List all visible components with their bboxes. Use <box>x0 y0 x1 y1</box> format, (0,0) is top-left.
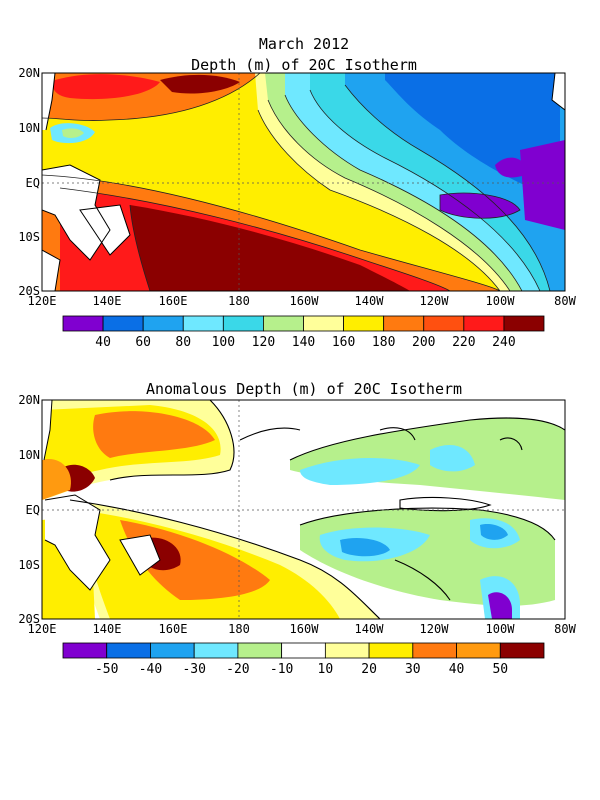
panel2-lat-10n: 10N <box>18 448 40 462</box>
panel2-colorbar-swatch <box>368 642 414 659</box>
panel1-colorbar-label: 140 <box>292 335 315 350</box>
panel1-lat-20n: 20N <box>18 66 40 80</box>
panel2-lat-20n: 20N <box>18 393 40 407</box>
panel1-colorbar-swatch <box>263 315 304 332</box>
panel2-lon-100w: 100W <box>486 622 516 636</box>
panel2-colorbar-label: -50 <box>95 662 118 677</box>
panel1-lat-10s: 10S <box>18 230 40 244</box>
panel1-colorbar-label: 60 <box>135 335 151 350</box>
panel1-lon-80w: 80W <box>554 294 576 308</box>
panel2-colorbar-label: -40 <box>139 662 162 677</box>
panel1-colorbar-swatch <box>62 315 104 332</box>
panel1-lon-120e: 120E <box>28 294 57 308</box>
panel1-lon-180: 180 <box>228 294 250 308</box>
panel1-lon-120w: 120W <box>420 294 450 308</box>
panel1-lon-160w: 160W <box>290 294 320 308</box>
panel2-lon-140e: 140E <box>93 622 122 636</box>
panel2-colorbar-swatch <box>106 642 151 659</box>
panel1-lat-eq: EQ <box>26 176 40 190</box>
panel2-lon-140w: 140W <box>355 622 385 636</box>
panel2-map <box>42 400 565 619</box>
panel2-colorbar-label: 20 <box>361 662 377 677</box>
panel1-title: Depth (m) of 20C Isotherm <box>191 56 417 74</box>
figure-header: March 2012 <box>259 35 349 53</box>
panel1-colorbar-label: 180 <box>372 335 395 350</box>
panel1-lat-20s: 20S <box>18 284 40 298</box>
panel2-colorbar-swatch <box>499 642 545 659</box>
panel1-colorbar-label: 120 <box>252 335 275 350</box>
panel1-lat-10n: 10N <box>18 121 40 135</box>
panel1-colorbar-swatch <box>503 315 545 332</box>
panel2-lon-80w: 80W <box>554 622 576 636</box>
panel1-lon-140e: 140E <box>93 294 122 308</box>
panel1-colorbar-swatch <box>423 315 465 332</box>
panel1-colorbar: 40 60 80 100 120 140 160 180 200 220 240 <box>62 315 545 350</box>
panel2-colorbar-swatch <box>412 642 457 659</box>
panel2-frame <box>41 399 566 620</box>
panel2-colorbar-label: 50 <box>492 662 508 677</box>
panel2-lat-10s: 10S <box>18 558 40 572</box>
panel2-colorbar-swatch <box>456 642 501 659</box>
panel1-colorbar-label: 200 <box>412 335 435 350</box>
panel2-colorbar-swatch <box>324 642 370 659</box>
panel1-colorbar-swatch <box>222 315 264 332</box>
panel1-colorbar-swatch <box>463 315 505 332</box>
panel2-colorbar-swatch <box>193 642 239 659</box>
panel2-lat-20s: 20S <box>18 612 40 626</box>
panel2-lon-120e: 120E <box>28 622 57 636</box>
panel1-colorbar-label: 100 <box>212 335 235 350</box>
panel2-colorbar-label: 10 <box>318 662 334 677</box>
panel2-colorbar-label: -20 <box>226 662 249 677</box>
panel1-map <box>42 73 565 291</box>
panel2-colorbar-swatch <box>150 642 195 659</box>
panel1-lon-140w: 140W <box>355 294 385 308</box>
panel2-colorbar: -50 -40 -30 -20 -10 10 20 30 40 50 <box>62 642 545 677</box>
panel1-colorbar-label: 80 <box>175 335 191 350</box>
panel2-colorbar-label: -10 <box>270 662 293 677</box>
panel2-title: Anomalous Depth (m) of 20C Isotherm <box>146 380 462 398</box>
panel1-colorbar-swatch <box>102 315 144 332</box>
panel1-lon-160e: 160E <box>159 294 188 308</box>
panel1-colorbar-label: 40 <box>95 335 111 350</box>
panel1-colorbar-label: 220 <box>452 335 475 350</box>
panel1-frame <box>41 72 566 292</box>
panel2-lon-180: 180 <box>228 622 250 636</box>
panel2-colorbar-swatch <box>281 642 326 659</box>
panel2-colorbar-swatch <box>62 642 108 659</box>
panel2-colorbar-swatch <box>237 642 283 659</box>
panel1-colorbar-label: 160 <box>332 335 355 350</box>
panel2-lon-120w: 120W <box>420 622 450 636</box>
panel1-colorbar-swatch <box>343 315 385 332</box>
panel1-colorbar-swatch <box>383 315 425 332</box>
panel2-colorbar-label: 30 <box>405 662 421 677</box>
panel1-colorbar-swatch <box>303 315 344 332</box>
panel1-colorbar-swatch <box>142 315 184 332</box>
panel2-lon-160w: 160W <box>290 622 320 636</box>
panel2-colorbar-label: 40 <box>449 662 465 677</box>
panel2-colorbar-label: -30 <box>182 662 205 677</box>
panel1-lon-100w: 100W <box>486 294 516 308</box>
panel2-lon-160e: 160E <box>159 622 188 636</box>
panel1-colorbar-label: 240 <box>492 335 515 350</box>
panel2-lat-eq: EQ <box>26 503 40 517</box>
panel1-colorbar-swatch <box>182 315 224 332</box>
